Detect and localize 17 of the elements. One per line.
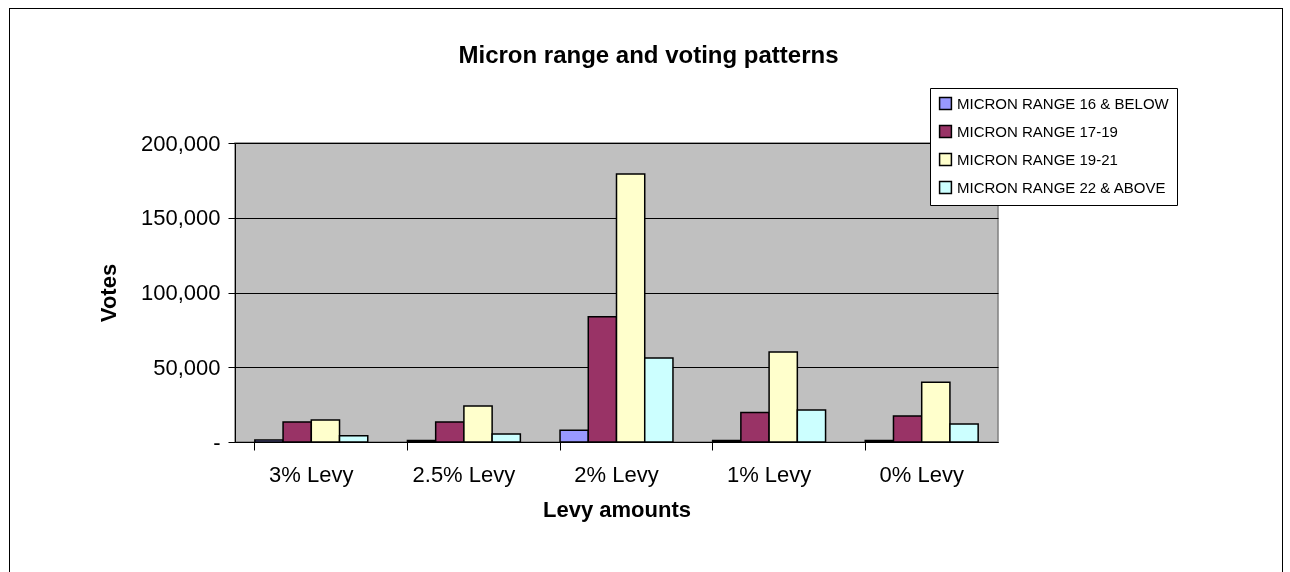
x-tick-label: 0% Levy <box>879 461 964 487</box>
y-tick-label: - <box>213 429 221 455</box>
y-tick-label: 50,000 <box>153 354 221 380</box>
x-tick-label: 2% Levy <box>574 461 659 487</box>
legend-label: MICRON RANGE 19-21 <box>957 150 1118 168</box>
x-tick-label: 3% Levy <box>269 461 354 487</box>
y-axis-title: Votes <box>95 263 121 323</box>
y-tick-label: 200,000 <box>140 130 221 156</box>
chart-title: Micron range and voting patterns <box>458 40 839 68</box>
legend-label: MICRON RANGE 16 & BELOW <box>957 94 1170 112</box>
x-tick-label: 1% Levy <box>726 461 812 487</box>
y-tick-label: 100,000 <box>140 280 221 305</box>
legend-label: MICRON RANGE 22 & ABOVE <box>957 178 1166 196</box>
legend-label: MICRON RANGE 17-19 <box>957 122 1118 140</box>
x-axis-title: Levy amounts <box>543 496 691 522</box>
y-tick-label: 150,000 <box>140 205 221 231</box>
x-tick-label: 2.5% Levy <box>412 461 516 487</box>
